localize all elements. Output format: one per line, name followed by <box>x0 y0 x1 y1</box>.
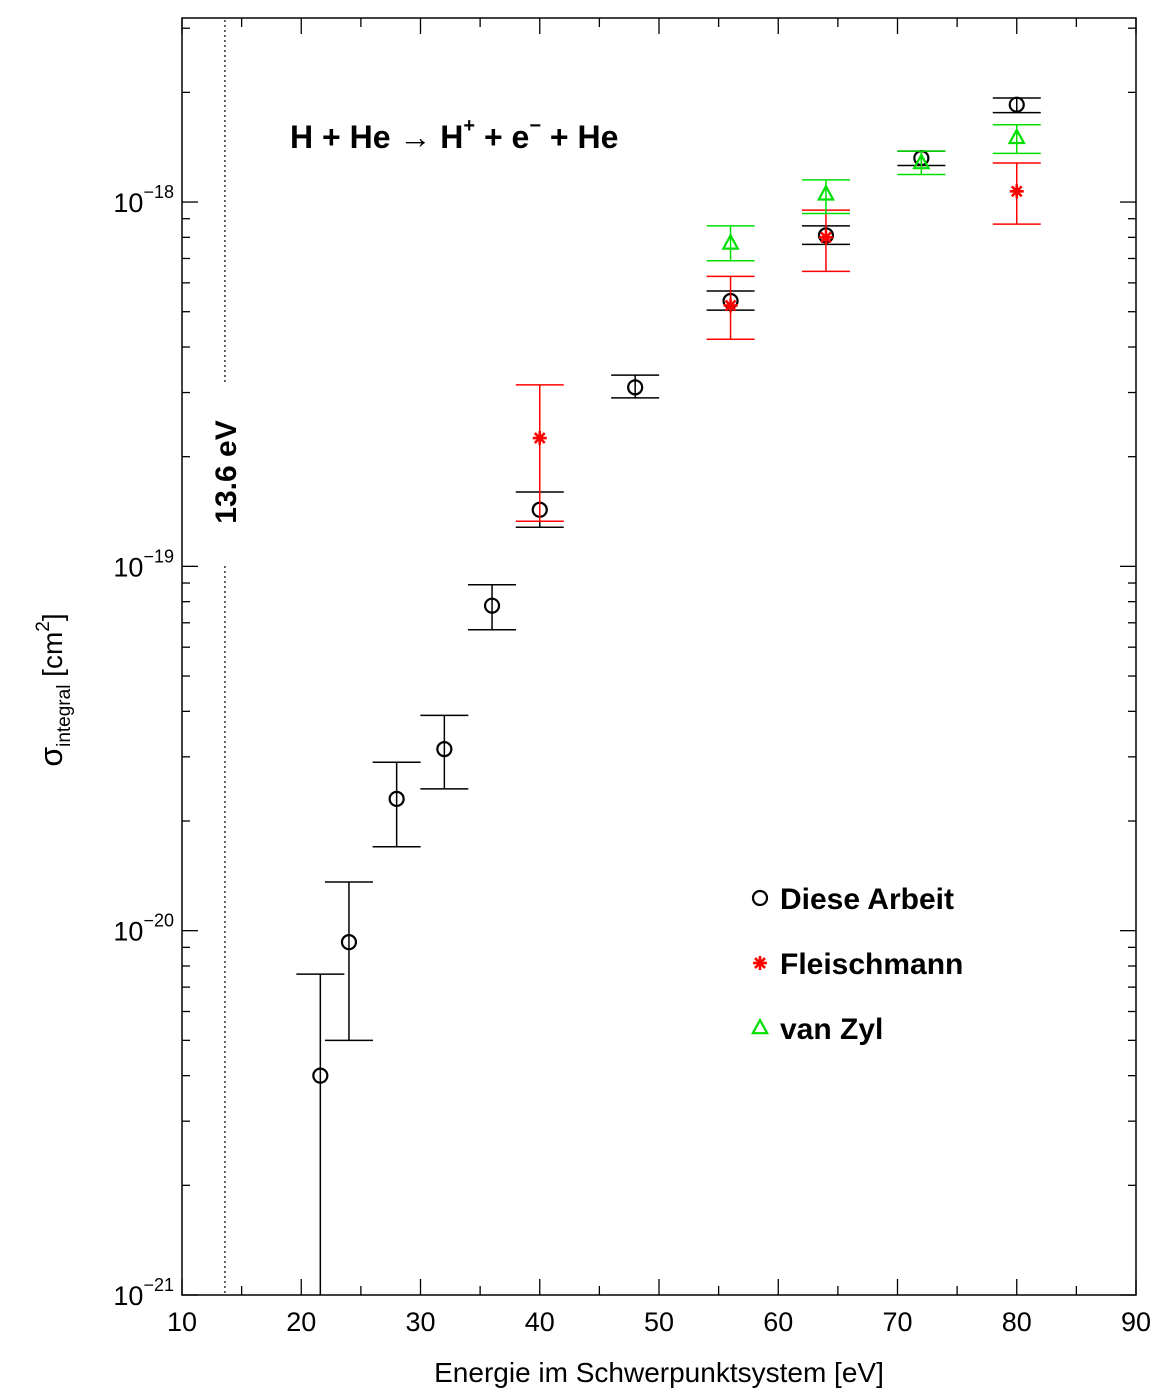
x-tick-label: 30 <box>405 1307 435 1337</box>
x-tick-label: 20 <box>286 1307 316 1337</box>
x-tick-label: 70 <box>882 1307 912 1337</box>
y-axis-sub: integral <box>54 685 75 747</box>
y-axis-unit: [cm <box>37 632 68 685</box>
legend: Diese Arbeit Fleischmann van Zyl <box>750 883 963 1046</box>
marker-asterisk <box>1009 184 1024 199</box>
y-tick-label: 10−18 <box>113 182 174 218</box>
marker-asterisk <box>532 431 547 446</box>
marker-asterisk <box>723 298 738 313</box>
marker-circle <box>312 1067 329 1084</box>
threshold-label: 13.6 eV <box>210 420 243 523</box>
marker-triangle <box>750 1017 770 1035</box>
reaction-electron-sup: − <box>529 115 541 137</box>
legend-label: Fleischmann <box>780 948 963 981</box>
x-tick-labels: 10 20 30 40 50 60 70 80 90 <box>167 1307 1151 1337</box>
y-tick-labels: 10−21 10−20 10−19 10−18 <box>113 182 174 1311</box>
reaction-electron: + e <box>475 119 529 155</box>
data-marks <box>296 96 1041 1295</box>
y-axis-sigma: σ <box>33 747 69 767</box>
x-tick-label: 60 <box>763 1307 793 1337</box>
marker-asterisk <box>753 956 767 970</box>
legend-label: Diese Arbeit <box>780 883 954 916</box>
marker-triangle <box>721 233 740 250</box>
marker-circle <box>388 790 405 807</box>
x-tick-label: 50 <box>644 1307 674 1337</box>
x-tick-label: 40 <box>525 1307 555 1337</box>
reaction-annotation: H + He → H+ + e− + He <box>290 115 618 155</box>
marker-triangle <box>816 184 836 201</box>
marker-triangle <box>1007 127 1026 145</box>
x-tick-label: 10 <box>167 1307 197 1337</box>
legend-label: van Zyl <box>780 1013 883 1046</box>
series-van-zyl <box>706 123 1041 262</box>
reaction-lhs: H + He <box>290 119 390 155</box>
marker-circle <box>483 597 501 614</box>
y-tick-label: 10−19 <box>113 546 174 582</box>
x-axis-label: Energie im Schwerpunktsystem [eV] <box>434 1357 884 1388</box>
marker-asterisk <box>818 230 833 245</box>
plot-frame <box>181 17 1137 1296</box>
y-axis-unit-sup: 2 <box>33 621 54 632</box>
axis-ticks <box>181 18 1137 1296</box>
reaction-product: H <box>440 119 463 155</box>
x-tick-label: 80 <box>1002 1307 1032 1337</box>
reaction-product-sup: + <box>463 115 475 137</box>
reaction-tail: + He <box>541 119 618 155</box>
marker-circle <box>751 889 769 907</box>
threshold-marker: 13.6 eV <box>210 20 243 1295</box>
marker-circle <box>1008 96 1025 113</box>
y-axis-label: σintegral [cm2] <box>33 613 75 766</box>
series-diese-arbeit <box>296 96 1041 1295</box>
marker-circle <box>627 379 644 396</box>
reaction-arrow: → <box>399 119 431 155</box>
x-tick-label: 90 <box>1121 1307 1151 1337</box>
y-tick-label: 10−20 <box>113 911 174 947</box>
marker-triangle <box>912 152 931 170</box>
y-tick-label: 10−21 <box>113 1275 174 1311</box>
y-axis-close: ] <box>37 613 68 621</box>
marker-circle <box>436 741 453 758</box>
marker-circle <box>340 934 358 951</box>
series-fleischmann <box>515 162 1041 522</box>
